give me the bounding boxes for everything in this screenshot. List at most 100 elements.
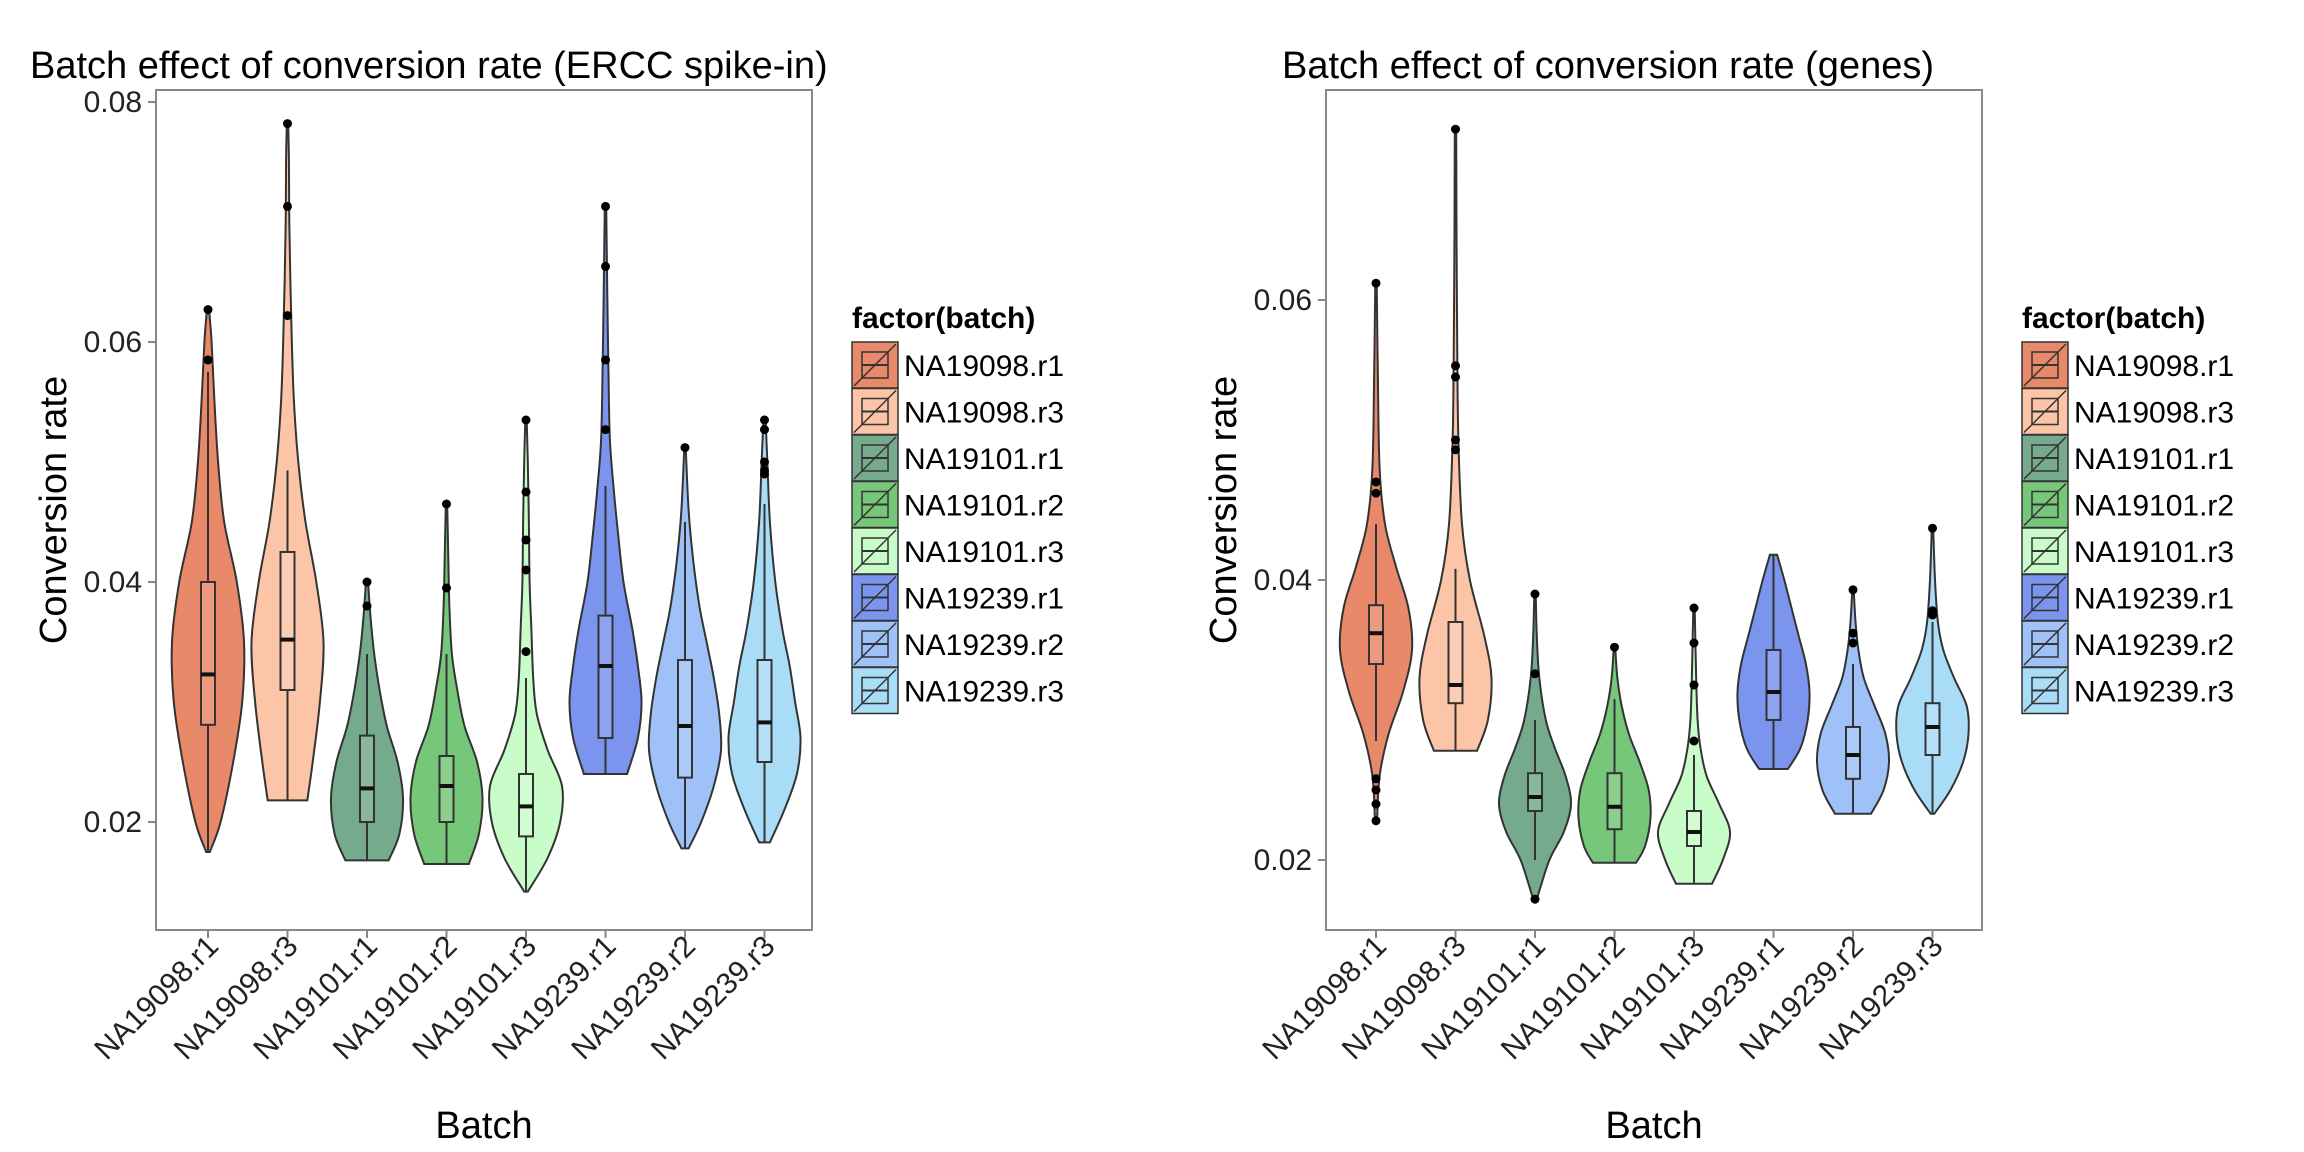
legend-item: NA19239.r3 <box>2021 666 2234 715</box>
legend-slash-glyph <box>2023 622 2067 666</box>
legend-item: NA19098.r1 <box>851 341 1064 389</box>
legend-item: NA19101.r3 <box>851 527 1064 575</box>
outlier-point <box>760 457 769 467</box>
violin-NA19239.r2 <box>647 443 723 850</box>
outlier-point <box>601 201 610 211</box>
box <box>1686 810 1702 847</box>
outlier-point <box>442 583 451 593</box>
outlier-point <box>1451 124 1460 134</box>
violin-NA19239.r3 <box>727 415 802 844</box>
violin-NA19098.r1 <box>1338 278 1414 826</box>
y-axis-title: Conversion rate <box>33 376 75 644</box>
box <box>359 734 375 823</box>
legend-slash-glyph <box>853 668 897 713</box>
box <box>279 551 296 691</box>
legend-label: NA19098.r3 <box>904 397 1064 430</box>
outlier-point <box>1689 603 1699 613</box>
outlier-point <box>1371 488 1381 498</box>
legend-item: NA19101.r1 <box>851 434 1064 482</box>
legend-item: NA19101.r2 <box>851 480 1064 529</box>
legend-slash-glyph <box>2023 575 2067 620</box>
legend-slash-glyph <box>2023 529 2067 573</box>
box <box>1447 621 1464 705</box>
y-tick-label: 0.02 <box>1254 844 1312 877</box>
legend-label: NA19101.r1 <box>904 443 1064 476</box>
legend-title: factor(batch) <box>852 302 1035 335</box>
outlier-point <box>203 355 213 365</box>
violin-NA19101.r3 <box>1656 603 1732 885</box>
outlier-point <box>1371 785 1381 795</box>
legend-label: NA19239.r1 <box>2074 583 2234 616</box>
plot-genes: Batch effect of conversion rate (genes) 0… <box>1203 45 2234 1147</box>
outlier-point <box>1689 680 1699 690</box>
y-tick-label: 0.06 <box>84 326 142 359</box>
legend-slash-glyph <box>853 482 897 527</box>
outlier-point <box>1371 816 1381 826</box>
legend-slash-glyph <box>2023 343 2067 387</box>
box <box>200 581 216 726</box>
legend-item: NA19098.r1 <box>2021 341 2234 389</box>
outlier-point <box>1451 372 1460 382</box>
box <box>1845 726 1861 780</box>
violin-NA19239.r3 <box>1895 523 1970 815</box>
legend-label: NA19101.r2 <box>2074 490 2234 523</box>
outlier-point <box>283 119 292 129</box>
box <box>1765 649 1782 721</box>
legend-item: NA19101.r2 <box>2021 480 2234 529</box>
violin-NA19239.r2 <box>1815 585 1891 815</box>
legend-label: NA19239.r3 <box>2074 676 2234 709</box>
legend: factor(batch) NA19098.r1 NA19098.r3 NA19101… <box>2021 302 2234 715</box>
box <box>438 755 455 823</box>
outlier-point <box>1928 523 1937 533</box>
y-tick-label: 0.02 <box>84 806 142 839</box>
legend-label: NA19239.r2 <box>2074 629 2234 662</box>
violin-NA19101.r1 <box>1497 589 1573 904</box>
box <box>1527 772 1543 813</box>
legend-label: NA19101.r3 <box>904 536 1064 569</box>
legend-item: NA19239.r2 <box>851 620 1064 668</box>
legend-label: NA19098.r1 <box>2074 350 2234 383</box>
outlier-point <box>1371 799 1381 809</box>
outlier-point <box>1371 477 1381 487</box>
outlier-point <box>521 487 531 497</box>
legend-label: NA19101.r3 <box>2074 536 2234 569</box>
legend-item: NA19239.r2 <box>2021 620 2234 668</box>
y-axis-title: Conversion rate <box>1203 376 1245 644</box>
violin-NA19239.r1 <box>568 201 643 775</box>
legend-slash-glyph <box>2023 436 2067 480</box>
outlier-point <box>1451 361 1460 371</box>
outlier-point <box>601 355 610 365</box>
y-tick-label: 0.04 <box>84 566 142 599</box>
plot-title: Batch effect of conversion rate (genes) <box>1282 45 1934 87</box>
legend-label: NA19239.r2 <box>904 629 1064 662</box>
violin-NA19101.r2 <box>1577 642 1652 864</box>
outlier-point <box>760 469 769 479</box>
outlier-point <box>1451 445 1460 455</box>
outlier-point <box>760 425 769 435</box>
legend-label: NA19098.r1 <box>904 350 1064 383</box>
outlier-point <box>601 261 610 271</box>
outlier-point <box>1371 774 1381 784</box>
outlier-point <box>1610 642 1619 652</box>
plot-ercc-spike-in: Batch effect of conversion rate (ERCC sp… <box>30 45 1064 1147</box>
outlier-point <box>760 415 769 425</box>
outlier-point <box>1530 669 1540 679</box>
outlier-point <box>362 601 372 611</box>
outlier-point <box>283 311 292 321</box>
outlier-point <box>521 565 531 575</box>
outlier-point <box>1689 736 1699 746</box>
legend-item: NA19239.r1 <box>2021 573 2234 622</box>
outlier-point <box>521 647 531 657</box>
outlier-point <box>1928 610 1937 620</box>
legend-item: NA19239.r3 <box>851 666 1064 715</box>
x-axis-title: Batch <box>1605 1105 1702 1147</box>
outlier-point <box>283 201 292 211</box>
violin-NA19098.r3 <box>1418 124 1493 752</box>
outlier-point <box>521 415 531 425</box>
violin-NA19101.r3 <box>488 415 564 893</box>
legend-label: NA19101.r2 <box>904 490 1064 523</box>
legend-slash-glyph <box>853 529 897 573</box>
violin-NA19101.r1 <box>329 577 405 862</box>
plot-title: Batch effect of conversion rate (ERCC sp… <box>30 45 828 87</box>
